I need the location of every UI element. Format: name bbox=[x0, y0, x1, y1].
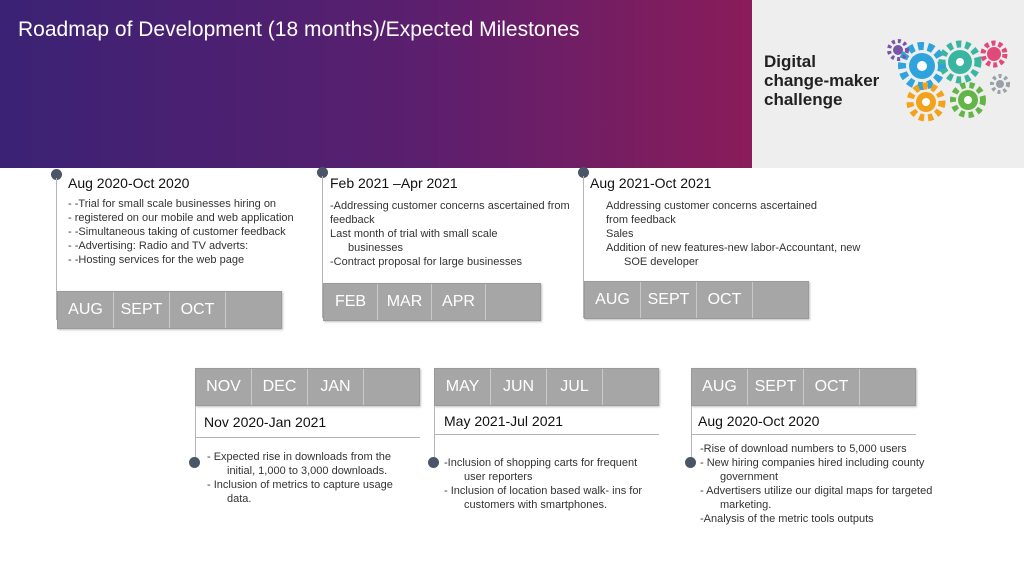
detail-item: -Inclusion of shopping carts for frequen… bbox=[444, 457, 638, 483]
timeline-dot bbox=[317, 167, 328, 178]
challenge-logo: Digital change-maker challenge bbox=[752, 0, 1024, 168]
month-cell: DEC bbox=[252, 369, 308, 405]
phase-title: Feb 2021 –Apr 2021 bbox=[330, 175, 458, 191]
month-cell: SEPT bbox=[641, 282, 697, 318]
detail-item: - Advertisers utilize our digital maps f… bbox=[700, 485, 933, 511]
divider bbox=[195, 437, 420, 438]
detail-item: - -Hosting services for the web page bbox=[68, 254, 245, 266]
phase-title: May 2021-Jul 2021 bbox=[444, 413, 564, 429]
detail-item: SOE developer bbox=[624, 256, 699, 268]
month-cell-empty bbox=[603, 369, 657, 405]
detail-item: -Rise of download numbers to 5,000 users bbox=[700, 443, 907, 455]
gears-icon bbox=[887, 39, 1010, 122]
logo-text: Digital change-maker challenge bbox=[764, 52, 879, 109]
month-cell: OCT bbox=[697, 282, 753, 318]
detail-item: -Contract proposal for large businesses bbox=[330, 256, 522, 268]
month-cell: FEB bbox=[324, 284, 378, 320]
logo-line-2: change-maker bbox=[764, 71, 880, 90]
month-bar: AUG SEPT OCT bbox=[691, 368, 916, 406]
detail-item: Sales bbox=[606, 228, 634, 240]
month-cell: NOV bbox=[196, 369, 252, 405]
phase-title: Nov 2020-Jan 2021 bbox=[204, 414, 327, 430]
month-cell: SEPT bbox=[748, 369, 804, 405]
detail-item: - Expected rise in downloads from the in… bbox=[207, 451, 392, 477]
detail-item: -Analysis of the metric tools outputs bbox=[700, 513, 874, 525]
page-title: Roadmap of Development (18 months)/Expec… bbox=[18, 18, 580, 41]
gear-icon bbox=[950, 82, 986, 118]
phase-details: -Addressing customer concerns ascertaine… bbox=[330, 199, 570, 269]
phase-title: Aug 2020-Oct 2020 bbox=[68, 175, 190, 191]
detail-item: - -Trial for small scale businesses hiri… bbox=[68, 198, 277, 210]
logo-line-3: challenge bbox=[764, 90, 843, 109]
detail-item: -Addressing customer concerns ascertaine… bbox=[330, 200, 570, 226]
timeline-dot bbox=[428, 457, 439, 468]
logo-line-1: Digital bbox=[764, 52, 816, 71]
timeline-dot bbox=[578, 167, 589, 178]
phase-details: - -Trial for small scale businesses hiri… bbox=[68, 197, 318, 267]
phase-details: -Inclusion of shopping carts for frequen… bbox=[444, 456, 659, 512]
month-bar: FEB MAR APR bbox=[323, 283, 541, 321]
month-cell-empty bbox=[226, 292, 280, 328]
month-cell: APR bbox=[432, 284, 486, 320]
month-cell: AUG bbox=[58, 292, 114, 328]
month-cell: JUN bbox=[491, 369, 547, 405]
gear-icon bbox=[980, 40, 1008, 68]
detail-item: - Inclusion of location based walk- ins … bbox=[444, 485, 643, 511]
gear-icon bbox=[906, 82, 946, 122]
header-banner: Roadmap of Development (18 months)/Expec… bbox=[0, 0, 752, 168]
detail-item: - Inclusion of metrics to capture usage … bbox=[207, 479, 393, 505]
timeline-line bbox=[322, 176, 323, 318]
month-cell: MAY bbox=[435, 369, 491, 405]
gear-icon bbox=[887, 39, 909, 61]
detail-item: businesses bbox=[348, 242, 404, 254]
detail-item: - registered on our mobile and web appli… bbox=[68, 212, 294, 224]
month-cell: AUG bbox=[585, 282, 641, 318]
timeline-line bbox=[195, 406, 196, 462]
month-cell: MAR bbox=[378, 284, 432, 320]
detail-item: Addition of new features-new labor-Accou… bbox=[606, 242, 861, 254]
phase-title: Aug 2021-Oct 2021 bbox=[590, 175, 712, 191]
month-cell: OCT bbox=[170, 292, 226, 328]
month-cell-empty bbox=[364, 369, 418, 405]
divider bbox=[434, 434, 659, 435]
month-cell: JAN bbox=[308, 369, 364, 405]
timeline-dot bbox=[685, 457, 696, 468]
month-cell-empty bbox=[753, 282, 807, 318]
month-bar: AUG SEPT OCT bbox=[584, 281, 809, 319]
month-cell-empty bbox=[860, 369, 914, 405]
timeline-line bbox=[583, 176, 584, 318]
detail-item: - -Simultaneous taking of customer feedb… bbox=[68, 226, 286, 238]
detail-item: Addressing customer concerns ascertained… bbox=[606, 200, 817, 226]
timeline-dot bbox=[189, 457, 200, 468]
phase-details: -Rise of download numbers to 5,000 users… bbox=[700, 442, 960, 526]
phase-details: - Expected rise in downloads from the in… bbox=[207, 450, 417, 506]
detail-item: - New hiring companies hired including c… bbox=[700, 457, 925, 483]
month-cell-empty bbox=[486, 284, 540, 320]
gear-icon bbox=[938, 40, 982, 84]
month-cell: OCT bbox=[804, 369, 860, 405]
detail-item: Last month of trial with small scale bbox=[330, 228, 498, 240]
month-bar: NOV DEC JAN bbox=[195, 368, 420, 406]
timeline-line bbox=[56, 178, 57, 320]
month-bar: MAY JUN JUL bbox=[434, 368, 659, 406]
phase-title: Aug 2020-Oct 2020 bbox=[698, 413, 820, 429]
month-bar: AUG SEPT OCT bbox=[57, 291, 282, 329]
divider bbox=[691, 434, 916, 435]
month-cell: AUG bbox=[692, 369, 748, 405]
month-cell: SEPT bbox=[114, 292, 170, 328]
gear-icon bbox=[898, 42, 946, 90]
gear-icon bbox=[990, 74, 1010, 94]
timeline-dot bbox=[51, 169, 62, 180]
phase-details: Addressing customer concerns ascertained… bbox=[606, 199, 896, 269]
detail-item: - -Advertising: Radio and TV adverts: bbox=[68, 240, 249, 252]
month-cell: JUL bbox=[547, 369, 603, 405]
